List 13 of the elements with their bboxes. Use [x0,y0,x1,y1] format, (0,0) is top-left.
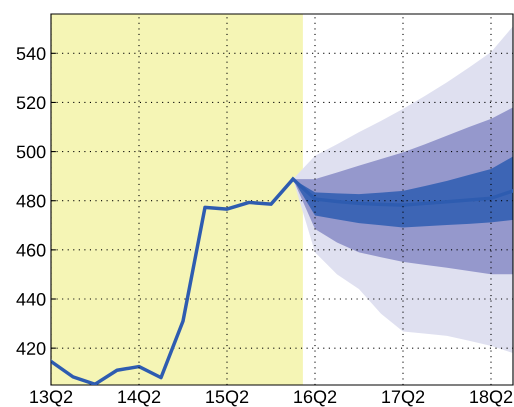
y-tick-label: 420 [16,342,46,355]
x-tick-label: 13Q2 [30,390,72,406]
y-tick-label: 500 [16,146,46,158]
x-tick-label: 17Q2 [382,390,424,406]
y-tick-label: 480 [16,194,46,208]
y-tick-label: 440 [16,292,46,306]
x-tick-label: 15Q2 [206,390,248,406]
x-tick-label: 16Q2 [294,390,336,406]
y-tick-label: 520 [16,96,46,110]
x-tick-label: 14Q2 [118,390,160,406]
x-tick-label: 18Q2 [470,390,512,406]
y-tick-label: 540 [16,47,46,60]
y-tick-label: 460 [16,244,46,257]
